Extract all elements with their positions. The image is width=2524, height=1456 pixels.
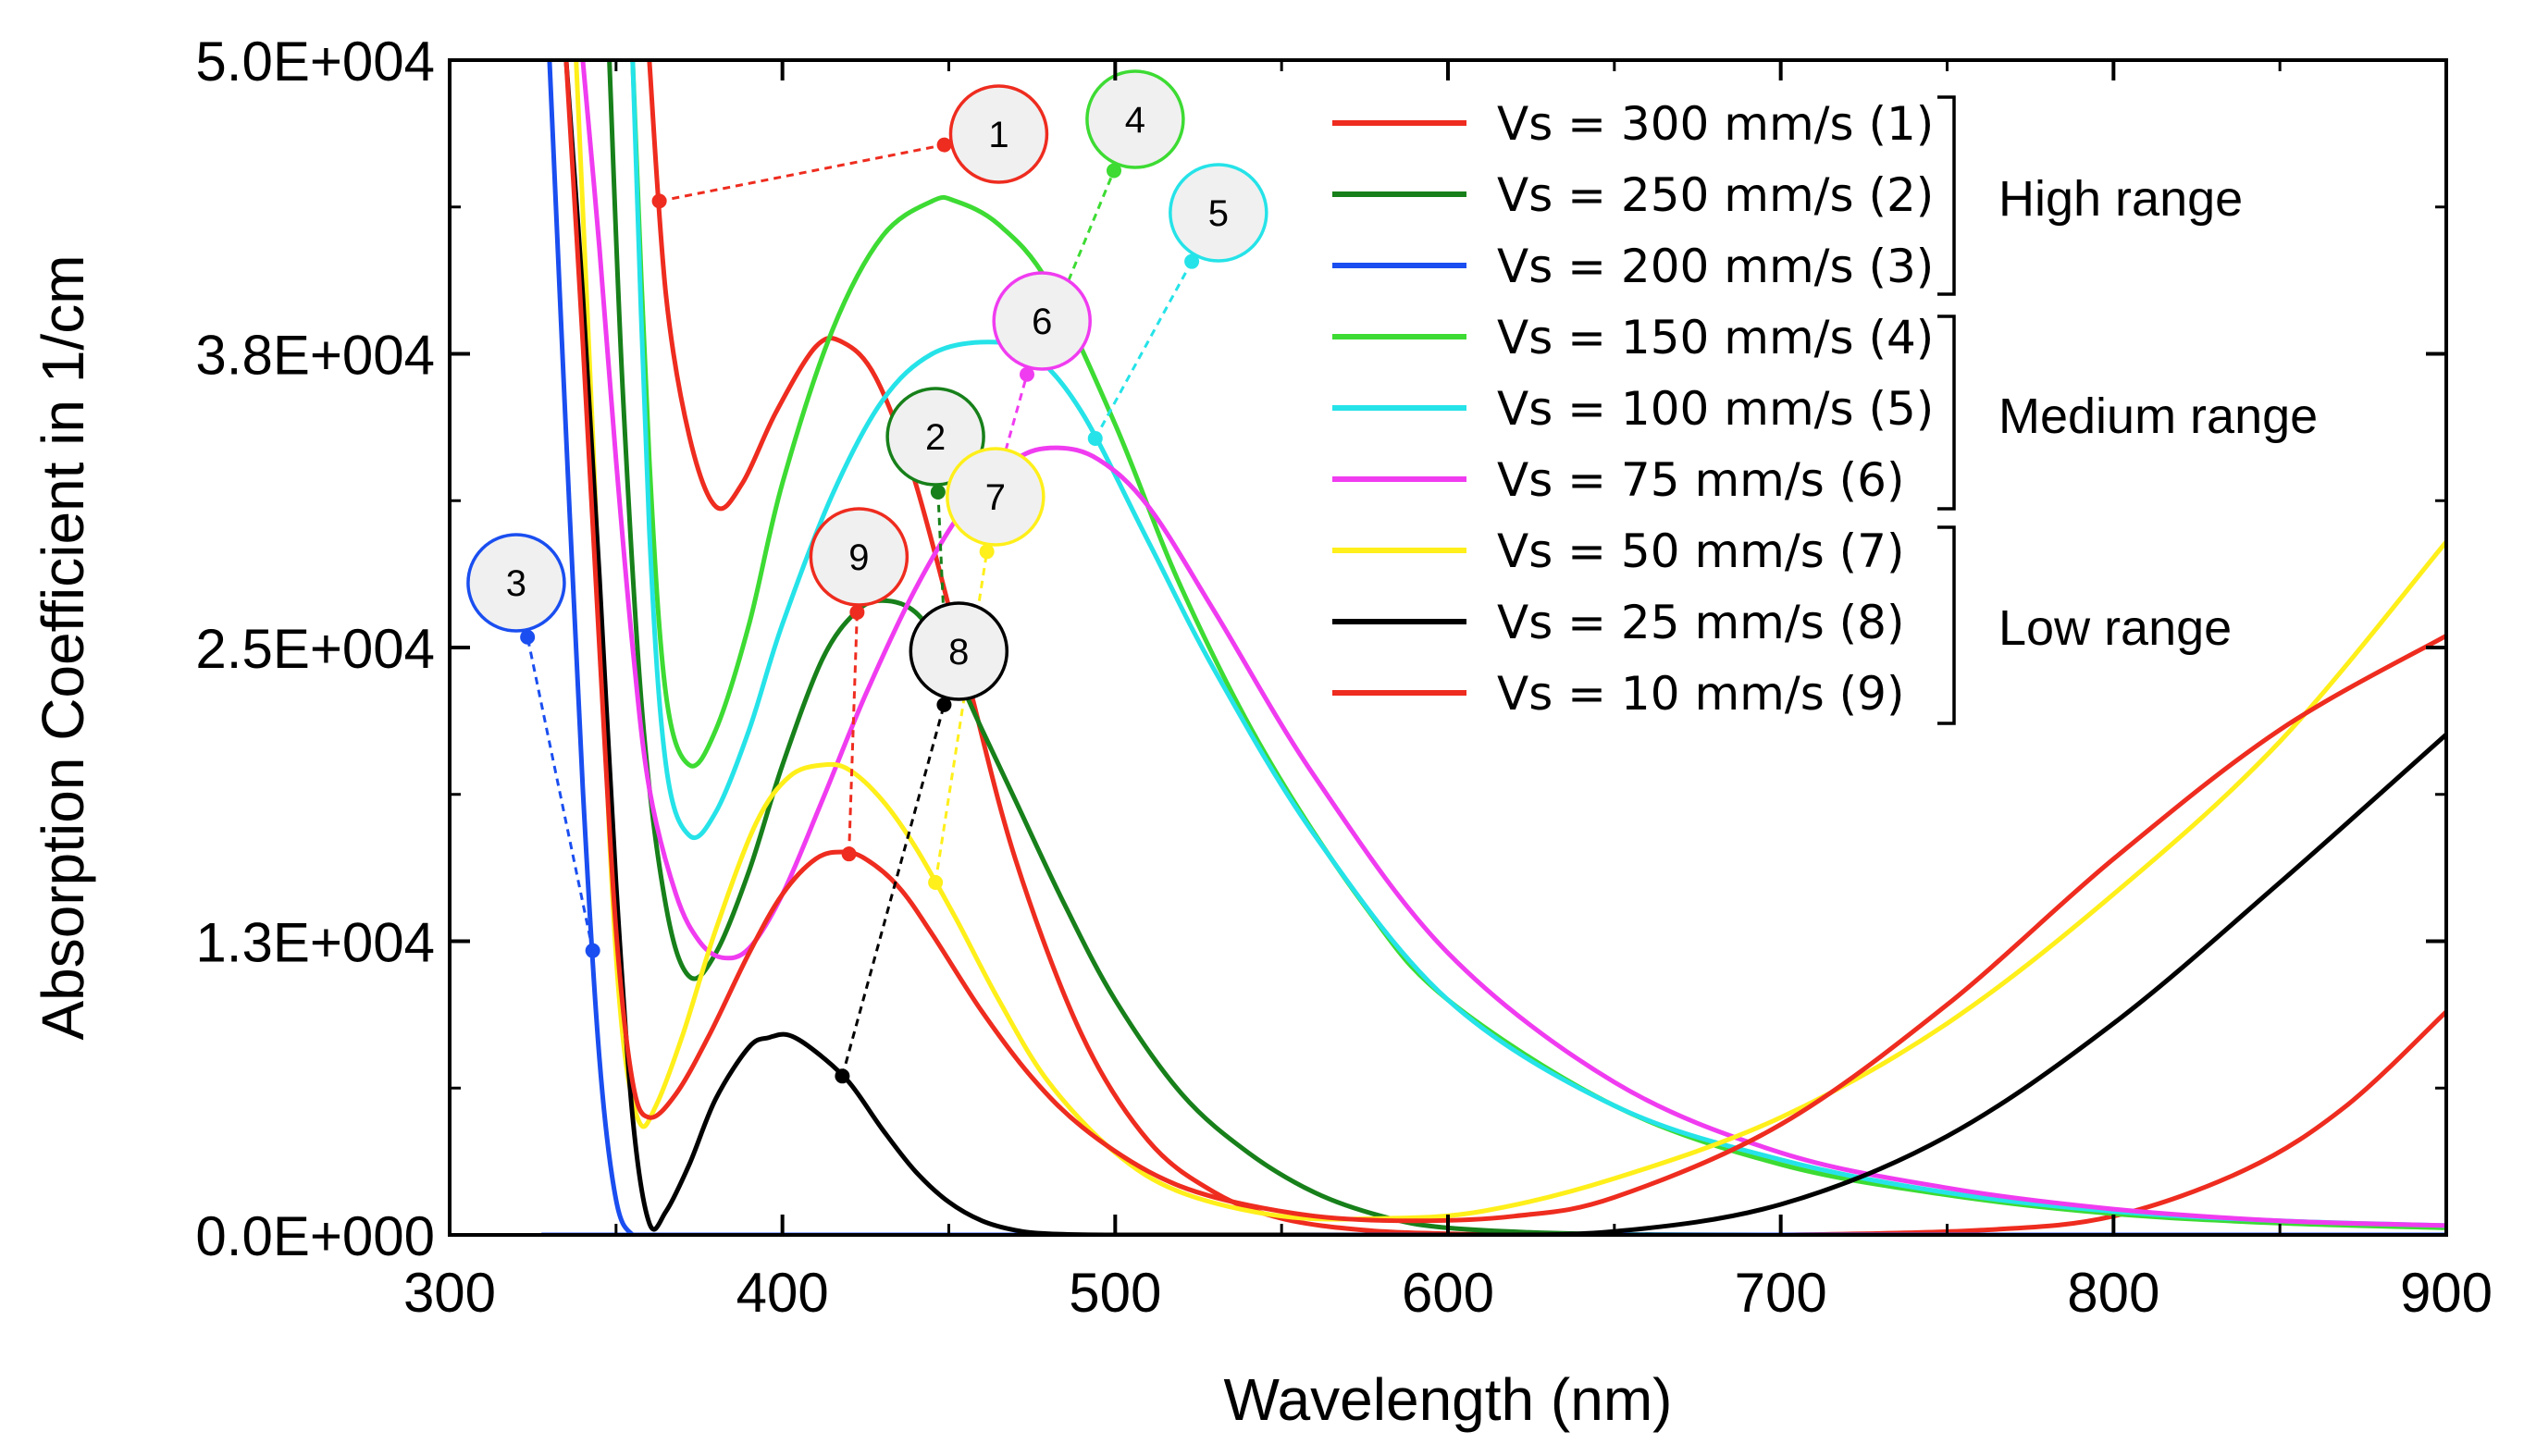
callout-anchor-8 <box>835 1068 850 1084</box>
callout-8: 8 <box>835 601 1009 1084</box>
callout-5: 5 <box>1087 163 1268 446</box>
callout-anchor-9 <box>841 846 857 862</box>
callout-anchor-7 <box>928 875 944 890</box>
legend-entry-6: Vs = 75 mm/s (6) <box>1332 453 1904 507</box>
bracket-line <box>1937 525 1956 725</box>
y-tick-label: 1.3E+004 <box>195 912 435 974</box>
legend-label: Vs = 100 mm/s (5) <box>1497 382 1934 436</box>
range-bracket-1: High range <box>1937 95 2243 296</box>
callout-label-4: 4 <box>1125 100 1145 141</box>
legend-entry-2: Vs = 250 mm/s (2) <box>1332 168 1934 222</box>
callout-6: 6 <box>991 271 1092 483</box>
legend-entry-9: Vs = 10 mm/s (9) <box>1332 667 1904 721</box>
callout-leader-3 <box>526 636 595 951</box>
callout-label-5: 5 <box>1208 193 1229 234</box>
callout-3: 3 <box>466 533 600 958</box>
x-tick-label: 900 <box>2400 1262 2493 1324</box>
legend-entry-1: Vs = 300 mm/s (1) <box>1332 97 1934 151</box>
x-axis-ticks: 300 400 500 600 700 800 900 <box>403 60 2493 1324</box>
legend-label: Vs = 50 mm/s (7) <box>1497 524 1904 578</box>
range-bracket-2: Medium range <box>1937 315 2318 511</box>
x-axis-title: Wavelength (nm) <box>1224 1366 1673 1433</box>
callout-end-dot-2 <box>930 484 946 500</box>
legend-label: Vs = 25 mm/s (8) <box>1497 596 1904 649</box>
legend-entry-8: Vs = 25 mm/s (8) <box>1332 596 1904 649</box>
callout-bubble-9 <box>809 507 909 607</box>
legend-label: Vs = 250 mm/s (2) <box>1497 168 1934 222</box>
callout-label-1: 1 <box>988 115 1008 155</box>
callout-label-6: 6 <box>1032 302 1052 342</box>
series-line-9 <box>563 60 2446 1224</box>
legend: Vs = 300 mm/s (1) Vs = 250 mm/s (2) Vs = 2… <box>1332 95 2318 725</box>
y-axis-ticks: 0.0E+000 1.3E+004 2.5E+004 3.8E+004 5.0E+004 <box>195 31 2446 1267</box>
x-tick-label: 600 <box>1402 1262 1494 1324</box>
callout-bubble-4 <box>1085 69 1185 169</box>
callout-bubble-6 <box>992 271 1092 371</box>
legend-label: Vs = 300 mm/s (1) <box>1497 97 1934 151</box>
legend-label: Vs = 10 mm/s (9) <box>1497 667 1904 721</box>
series-line-7 <box>574 60 2446 1222</box>
y-tick-label: 0.0E+000 <box>195 1205 435 1267</box>
callout-end-dot-6 <box>1020 366 1035 382</box>
callout-1: 1 <box>651 84 1049 209</box>
legend-entry-5: Vs = 100 mm/s (5) <box>1332 382 1934 436</box>
callout-bubble-2 <box>885 387 985 487</box>
callout-anchor-3 <box>585 943 600 958</box>
callout-end-dot-4 <box>1106 163 1121 179</box>
callouts: 1 2 3 4 5 6 7 8 9 <box>466 69 1268 1084</box>
callout-bubble-1 <box>948 84 1049 184</box>
y-axis-title: Absorption Coefficient in 1/cm <box>30 254 96 1040</box>
series-line-8 <box>563 60 2446 1235</box>
callout-end-dot-8 <box>936 697 952 712</box>
callout-leader-4 <box>1057 169 1116 305</box>
range-label: High range <box>1998 171 2243 227</box>
legend-label: Vs = 200 mm/s (3) <box>1497 240 1934 293</box>
range-bracket-3: Low range <box>1937 525 2232 725</box>
callout-anchor-1 <box>651 193 667 209</box>
series-line-1 <box>647 60 2446 1235</box>
legend-label: Vs = 75 mm/s (6) <box>1497 453 1904 507</box>
callout-end-dot-1 <box>936 137 952 153</box>
bracket-line <box>1937 315 1956 511</box>
callout-anchor-5 <box>1087 430 1103 446</box>
callout-label-2: 2 <box>925 417 946 458</box>
y-tick-label: 2.5E+004 <box>195 618 435 680</box>
range-label: Medium range <box>1998 389 2318 444</box>
legend-entry-4: Vs = 150 mm/s (4) <box>1332 311 1934 364</box>
callout-end-dot-3 <box>520 629 536 645</box>
series-line-3 <box>539 60 2446 1235</box>
range-label: Low range <box>1998 600 2232 656</box>
callout-bubble-3 <box>466 533 566 633</box>
callout-9: 9 <box>809 507 909 862</box>
callout-bubble-7 <box>946 447 1045 547</box>
callout-leader-9 <box>848 611 859 855</box>
x-tick-label: 500 <box>1069 1262 1161 1324</box>
legend-entry-7: Vs = 50 mm/s (7) <box>1332 524 1904 578</box>
callout-label-7: 7 <box>985 477 1006 518</box>
callout-label-9: 9 <box>848 537 869 578</box>
callout-label-8: 8 <box>948 632 969 672</box>
x-tick-label: 700 <box>1735 1262 1827 1324</box>
x-tick-label: 300 <box>403 1262 496 1324</box>
x-tick-label: 400 <box>736 1262 829 1324</box>
callout-end-dot-9 <box>849 604 865 620</box>
callout-label-3: 3 <box>506 563 526 604</box>
callout-end-dot-5 <box>1184 253 1200 269</box>
callout-leader-1 <box>659 143 945 203</box>
bracket-line <box>1937 95 1956 296</box>
x-tick-label: 800 <box>2067 1262 2159 1324</box>
legend-label: Vs = 150 mm/s (4) <box>1497 311 1934 364</box>
y-tick-label: 3.8E+004 <box>195 325 435 387</box>
legend-entry-3: Vs = 200 mm/s (3) <box>1332 240 1934 293</box>
callout-bubble-5 <box>1169 163 1268 263</box>
callout-bubble-8 <box>909 601 1009 701</box>
series-line-5 <box>630 60 2446 1228</box>
y-tick-label: 5.0E+004 <box>195 31 435 93</box>
callout-end-dot-7 <box>979 544 995 560</box>
